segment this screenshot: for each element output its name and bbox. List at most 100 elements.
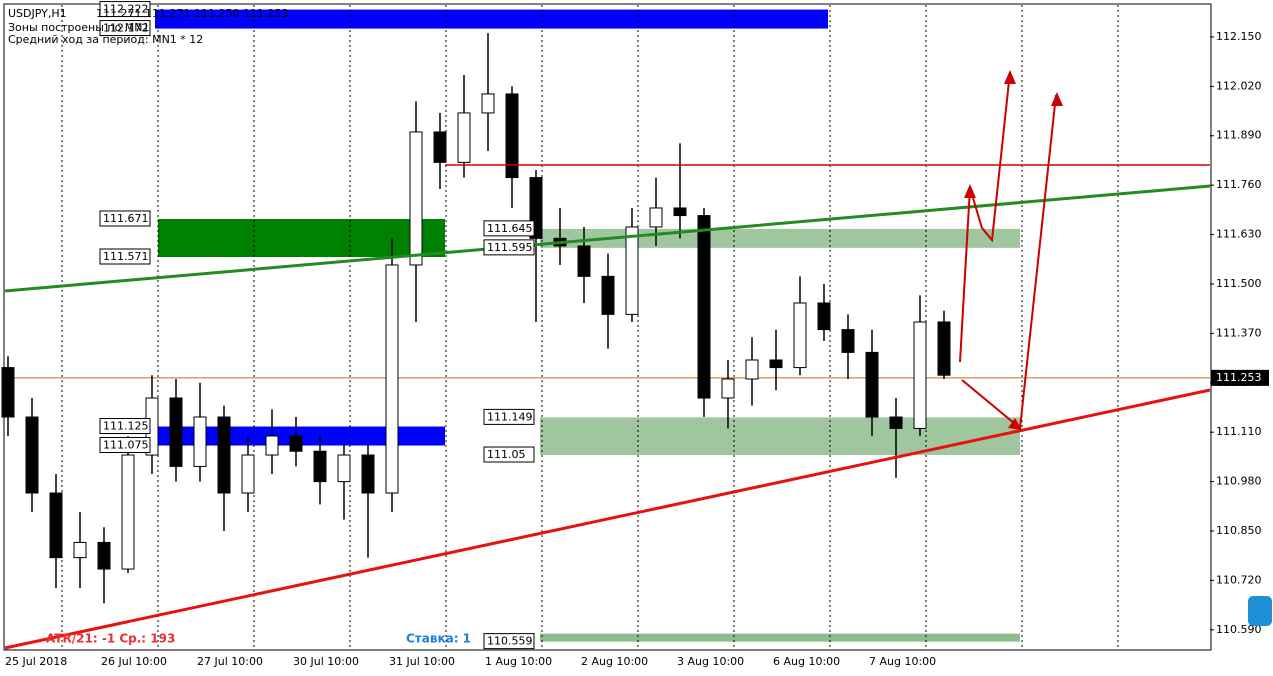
- y-tick-label: 110.590: [1216, 623, 1262, 636]
- quote: 111.271 111.271 111.250 111.253: [96, 7, 288, 20]
- arrow-head: [1008, 418, 1022, 430]
- candle-body: [265, 435, 279, 456]
- y-tick-label: 112.020: [1216, 79, 1262, 92]
- candle-body: [121, 454, 135, 570]
- price-box: [99, 210, 151, 227]
- price-box-label: 111.05: [487, 448, 526, 461]
- y-tick-label: 112.150: [1216, 30, 1262, 43]
- price-box-label: 111.075: [103, 439, 149, 452]
- candle-body: [697, 215, 711, 399]
- price-box-label: 111.149: [487, 410, 533, 423]
- x-tick-label: 2 Aug 10:00: [581, 655, 648, 668]
- candle-body: [1, 367, 15, 418]
- price-box-label: 112.172: [103, 22, 149, 35]
- current-price-box: [1211, 369, 1269, 386]
- x-tick-label: 30 Jul 10:00: [293, 655, 359, 668]
- app-button[interactable]: [1248, 596, 1272, 626]
- y-tick-label: 111.630: [1216, 228, 1262, 241]
- price-box: [99, 248, 151, 265]
- y-tick-label: 111.890: [1216, 129, 1262, 142]
- candle-body: [409, 131, 423, 266]
- price-box: [99, 418, 151, 435]
- x-tick-label: 6 Aug 10:00: [773, 655, 840, 668]
- price-box: [483, 220, 535, 237]
- candle-body: [481, 93, 495, 114]
- x-tick-label: 1 Aug 10:00: [485, 655, 552, 668]
- x-tick-label: 31 Jul 10:00: [389, 655, 455, 668]
- chart-title: USDJPY,H1: [8, 7, 67, 20]
- y-tick-label: 111.500: [1216, 277, 1262, 290]
- trend-line: [4, 184, 1211, 293]
- candle-body: [745, 359, 759, 380]
- price-box-label: 111.595: [487, 241, 533, 254]
- info-line: Зоны построены по MN1: [8, 21, 150, 34]
- candle-body: [625, 226, 639, 315]
- y-tick-label: 111.110: [1216, 425, 1262, 438]
- candle-body: [337, 454, 351, 483]
- price-box-label: 111.571: [103, 250, 149, 263]
- candle-body: [169, 397, 183, 467]
- candle-body: [577, 245, 591, 277]
- info-line: Средний ход за период: MN1 * 12: [8, 33, 203, 46]
- candle-body: [289, 435, 303, 452]
- candle-body: [817, 302, 831, 331]
- trend-line: [4, 388, 1211, 650]
- candle-body: [505, 93, 519, 179]
- y-tick-label: 110.850: [1216, 524, 1262, 537]
- arrow-head: [964, 184, 976, 198]
- price-box: [99, 20, 151, 37]
- arrow-head: [1004, 70, 1016, 84]
- x-tick-label: 27 Jul 10:00: [197, 655, 263, 668]
- arrow-path: [959, 71, 1011, 363]
- price-box: [483, 239, 535, 256]
- candle-body: [841, 329, 855, 353]
- y-tick-label: 110.720: [1216, 573, 1262, 586]
- candle-body: [721, 378, 735, 399]
- x-tick-label: 26 Jul 10:00: [101, 655, 167, 668]
- y-tick-label: 110.980: [1216, 475, 1262, 488]
- candle-body: [385, 264, 399, 494]
- candle-body: [769, 359, 783, 369]
- candle-body: [937, 321, 951, 376]
- candle-body: [889, 416, 903, 429]
- x-tick-label: 3 Aug 10:00: [677, 655, 744, 668]
- candle-body: [361, 454, 375, 494]
- candle-body: [313, 450, 327, 483]
- candle-body: [193, 416, 207, 467]
- candle-body: [217, 416, 231, 494]
- x-tick-label: 7 Aug 10:00: [869, 655, 936, 668]
- candle-body: [793, 302, 807, 369]
- candle-body: [25, 416, 39, 494]
- candle-body: [97, 541, 111, 570]
- candle-body: [673, 207, 687, 217]
- price-box: [483, 633, 535, 650]
- zone: [540, 417, 1020, 456]
- level-zone: [540, 633, 1020, 642]
- candle-body: [433, 131, 447, 163]
- candle-body: [865, 351, 879, 418]
- price-box: [99, 437, 151, 454]
- price-box-label: 110.559: [487, 635, 533, 648]
- price-box: [483, 446, 535, 463]
- candle-body: [73, 541, 87, 559]
- price-box: [483, 408, 535, 425]
- rate-label: Ставка: 1: [406, 632, 471, 646]
- price-box-label: 111.671: [103, 212, 149, 225]
- y-tick-label: 111.370: [1216, 326, 1262, 339]
- candle-body: [913, 321, 927, 429]
- current-price-label: 111.253: [1216, 371, 1262, 384]
- candle-body: [241, 454, 255, 494]
- candle-body: [601, 275, 615, 315]
- price-box-label: 112.222: [103, 3, 149, 16]
- arrow-heads: [964, 70, 1063, 430]
- price-box: [99, 1, 151, 18]
- price-box-label: 111.125: [103, 420, 149, 433]
- x-tick-label: 25 Jul 2018: [5, 655, 67, 668]
- atr-label: ATR/21: -1 Ср.: 193: [46, 632, 175, 646]
- y-tick-label: 111.760: [1216, 178, 1262, 191]
- plot-frame: [3, 3, 1212, 651]
- zone: [155, 9, 828, 29]
- candle-body: [649, 207, 663, 228]
